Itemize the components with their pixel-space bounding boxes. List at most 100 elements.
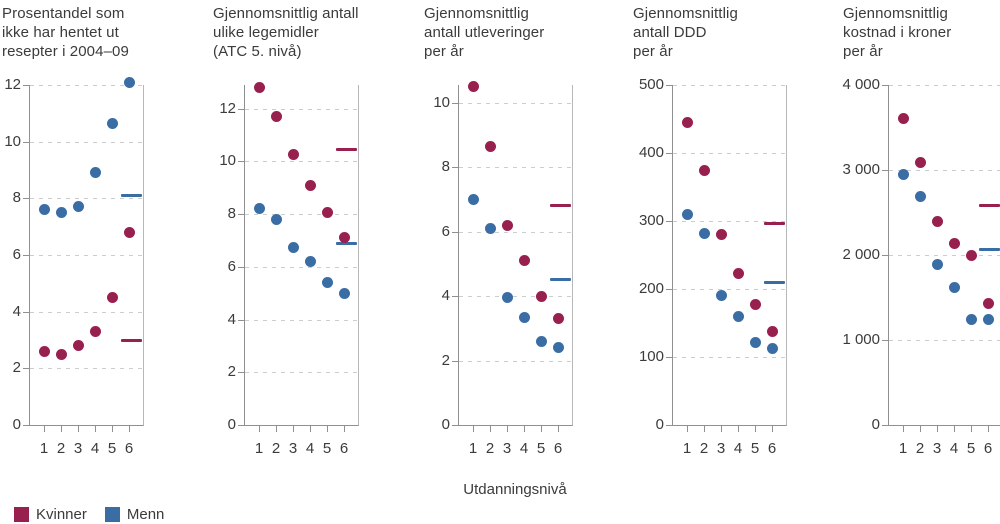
- data-point-kvinner: [484, 140, 496, 152]
- data-point-menn: [484, 222, 496, 234]
- x-tick: [95, 426, 96, 432]
- y-tick-label: 2 000: [842, 246, 880, 263]
- gridline: [245, 108, 358, 110]
- data-point-kvinner: [914, 156, 926, 168]
- data-point-kvinner: [338, 232, 350, 244]
- panel-title-5: Gjennomsnittlig kostnad i kroner per år: [843, 4, 951, 61]
- x-tick-label: 4: [305, 440, 315, 457]
- data-point-kvinner: [38, 345, 50, 357]
- x-tick: [704, 426, 705, 432]
- gridline: [30, 141, 143, 143]
- x-tick-label: 5: [750, 440, 760, 457]
- x-tick: [541, 426, 542, 432]
- y-tick-label: 6: [227, 257, 236, 275]
- y-tick-label: 4: [12, 302, 21, 320]
- data-point-menn: [698, 227, 710, 239]
- data-point-kvinner: [965, 249, 977, 261]
- data-point-kvinner: [253, 82, 265, 94]
- x-tick: [344, 426, 345, 432]
- y-tick: [238, 319, 244, 321]
- y-tick-label: 10: [219, 152, 236, 170]
- x-tick-label: 1: [39, 440, 49, 457]
- mean-line-kvinner: [121, 338, 142, 342]
- data-point-menn: [72, 201, 84, 213]
- panel-title-line: ulike legemidler: [213, 24, 319, 41]
- y-tick: [882, 170, 888, 171]
- x-tick-label: 2: [271, 440, 281, 457]
- data-point-menn: [681, 208, 693, 220]
- panel-title-1: Prosentandel som ikke har hentet ut resept…: [2, 4, 129, 61]
- panel-title-3: Gjennomsnittlig antall utleveringer per år: [424, 4, 544, 61]
- data-point-kvinner: [467, 81, 479, 93]
- y-tick: [666, 85, 672, 86]
- y-tick-label: 300: [638, 212, 664, 229]
- y-tick: [666, 153, 672, 154]
- panel-title-line: per år: [633, 43, 673, 60]
- y-tick-label: 3 000: [842, 161, 880, 178]
- x-tick-label: 5: [322, 440, 332, 457]
- panel-title-line: Prosentandel som: [2, 5, 125, 22]
- y-tick: [666, 425, 672, 426]
- gridline: [245, 214, 358, 216]
- x-tick-label: 6: [983, 440, 993, 457]
- x-tick-label: 3: [73, 440, 83, 457]
- panel-title-line: per år: [424, 43, 464, 60]
- y-tick-label: 2: [227, 363, 236, 381]
- x-tick-label: 3: [502, 440, 512, 457]
- x-tick-label: 6: [124, 440, 134, 457]
- data-point-kvinner: [948, 237, 960, 249]
- y-tick-label: 10: [4, 132, 21, 150]
- x-tick-label: 6: [767, 440, 777, 457]
- y-tick: [238, 161, 244, 163]
- data-point-kvinner: [766, 325, 778, 337]
- data-point-kvinner: [55, 348, 67, 360]
- x-tick: [988, 426, 989, 432]
- panel-title-line: Gjennomsnittlig: [424, 5, 529, 22]
- data-point-menn: [55, 207, 67, 218]
- data-point-kvinner: [897, 112, 909, 124]
- x-tick-label: 5: [966, 440, 976, 457]
- data-point-menn: [897, 168, 909, 180]
- gridline: [245, 319, 358, 321]
- y-tick: [882, 255, 888, 256]
- y-tick-label: 200: [638, 280, 664, 297]
- y-tick-label: 8: [12, 189, 21, 207]
- data-point-menn: [948, 281, 960, 293]
- y-tick: [23, 368, 29, 370]
- y-tick: [238, 372, 244, 374]
- data-point-menn: [749, 337, 761, 349]
- x-tick: [903, 426, 904, 432]
- x-tick: [327, 426, 328, 432]
- panel-title-line: Gjennomsnittlig: [843, 5, 948, 22]
- x-tick-label: 1: [682, 440, 692, 457]
- y-tick: [882, 340, 888, 341]
- mean-line-menn: [979, 247, 1000, 251]
- y-tick-label: 0: [441, 416, 450, 433]
- y-tick-label: 8: [441, 158, 450, 176]
- panel-title-line: Gjennomsnittlig antall: [213, 5, 359, 22]
- y-tick: [23, 141, 29, 143]
- y-tick-label: 0: [227, 416, 236, 433]
- x-tick: [937, 426, 938, 432]
- gridline: [245, 161, 358, 163]
- x-tick-label: 5: [107, 440, 117, 457]
- y-tick: [452, 296, 458, 298]
- y-tick-label: 0: [12, 416, 21, 433]
- y-tick-label: 4: [227, 310, 236, 328]
- data-point-menn: [552, 342, 564, 354]
- data-point-kvinner: [89, 326, 101, 337]
- x-tick: [524, 426, 525, 432]
- x-tick-label: 2: [56, 440, 66, 457]
- panel-title-line: antall utleveringer: [424, 24, 545, 41]
- x-tick: [687, 426, 688, 432]
- y-tick-label: 6: [441, 222, 450, 240]
- y-tick-label: 6: [12, 246, 21, 263]
- x-tick-label: 6: [339, 440, 349, 457]
- y-tick-label: 8: [227, 205, 236, 223]
- data-point-menn: [732, 310, 744, 322]
- panel-title-line: Gjennomsnittlig: [633, 5, 738, 22]
- y-tick-label: 12: [219, 99, 236, 117]
- gridline: [889, 85, 1000, 86]
- gridline: [889, 170, 1000, 171]
